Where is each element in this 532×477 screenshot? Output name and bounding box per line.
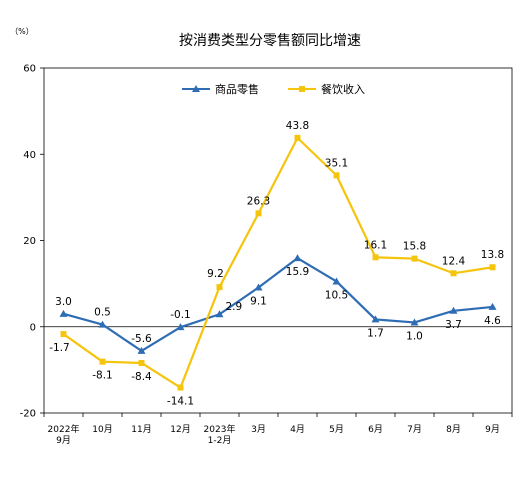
x-tick-label-line: 9月	[56, 435, 71, 446]
x-tick-label: 8月	[446, 424, 461, 435]
x-tick-label: 7月	[407, 424, 422, 435]
data-label: 0.5	[94, 307, 111, 319]
x-tick-label: 11月	[131, 424, 151, 435]
data-label: 1.7	[367, 327, 384, 339]
legend-swatch-marker	[299, 86, 305, 92]
data-point-marker	[294, 134, 301, 141]
data-label: 43.8	[286, 120, 309, 132]
series-line	[63, 257, 493, 352]
series-layer	[59, 134, 497, 391]
data-point-marker	[216, 284, 223, 291]
data-point-marker	[137, 346, 146, 354]
data-label: -5.6	[131, 333, 152, 345]
data-point-marker	[215, 310, 224, 318]
data-point-marker	[489, 264, 496, 271]
data-point-marker	[254, 283, 263, 291]
data-point-marker	[450, 270, 457, 277]
x-tick-label: 2023年 1-2月	[204, 423, 236, 446]
data-label: 15.8	[403, 241, 426, 253]
data-label: 35.1	[325, 157, 348, 169]
x-tick-label: 9月	[485, 424, 500, 435]
x-tick-label: 10月	[92, 424, 112, 435]
data-label: -8.1	[92, 370, 113, 382]
y-tick-label: 60	[23, 64, 36, 75]
data-label: -1.7	[49, 342, 70, 354]
y-tick-label: -20	[20, 409, 36, 420]
legend-swatch-marker	[192, 85, 200, 92]
x-tick-label: 12月	[170, 424, 190, 435]
data-point-marker	[293, 254, 302, 262]
data-point-marker	[59, 309, 68, 317]
x-tick-label: 2022年 9月	[48, 423, 80, 446]
data-point-marker	[177, 384, 184, 391]
series-goods-retail	[59, 254, 497, 354]
data-label: -0.1	[170, 309, 191, 321]
series-line	[62, 136, 493, 389]
x-tick-label-line: 9月	[485, 424, 500, 435]
data-point-marker	[488, 302, 497, 310]
x-tick-label-line: 3月	[251, 424, 266, 435]
data-label: 15.9	[286, 266, 309, 278]
data-point-marker	[255, 210, 262, 217]
data-label: 1.0	[406, 330, 423, 342]
data-labels-layer: 3.0 0.5 -5.6 -0.1 2.9 9.1 15.9 10.5 1.7 1.0 3.7 4.6…	[49, 120, 504, 408]
data-label: 13.8	[481, 249, 504, 261]
data-label: 3.7	[445, 319, 462, 331]
x-tick-label: 3月	[251, 424, 266, 435]
data-point-marker	[176, 323, 185, 331]
legend-label: 商品零售	[215, 82, 259, 96]
y-axis-unit-label: （%）	[10, 27, 34, 36]
data-point-marker	[60, 331, 67, 338]
x-tick-label: 5月	[329, 424, 344, 435]
chart-title: 按消费类型分零售额同比增速	[179, 33, 361, 49]
data-label: -14.1	[167, 396, 194, 408]
data-point-marker	[410, 318, 419, 326]
x-tick-label-line: 7月	[407, 424, 422, 435]
data-label: 26.3	[247, 195, 270, 207]
x-tick-label-line: 8月	[446, 424, 461, 435]
data-label: 12.4	[442, 255, 466, 267]
legend: 商品零售 餐饮收入	[182, 82, 365, 96]
y-tick-label: 0	[30, 322, 36, 333]
x-tick-label: 4月	[290, 424, 305, 435]
data-point-marker	[98, 320, 107, 328]
data-point-marker	[449, 306, 458, 314]
data-label: 4.6	[484, 315, 501, 327]
data-point-marker	[138, 359, 145, 366]
data-label: -8.4	[131, 371, 152, 383]
data-point-marker	[332, 277, 341, 285]
x-tick-label-line: 2023年	[204, 423, 236, 435]
x-tick-label-line: 1-2月	[208, 435, 232, 446]
data-label: 9.1	[250, 296, 267, 308]
legend-item-catering: 餐饮收入	[288, 82, 365, 96]
x-tick-label-line: 11月	[131, 424, 151, 435]
data-point-marker	[333, 172, 340, 179]
x-tick-label: 6月	[368, 424, 383, 435]
x-tick-label-line: 6月	[368, 424, 383, 435]
data-point-marker	[99, 358, 106, 365]
data-label: 9.2	[207, 268, 224, 280]
x-tick-label-line: 12月	[170, 424, 190, 435]
x-tick-label-line: 2022年	[48, 423, 80, 435]
data-point-marker	[372, 254, 379, 261]
data-label: 16.1	[364, 239, 387, 251]
data-point-marker	[411, 255, 418, 262]
series-catering	[60, 134, 496, 391]
y-tick-label: 40	[23, 150, 36, 161]
data-label: 10.5	[325, 289, 348, 301]
data-label: 3.0	[55, 296, 72, 308]
legend-item-goods-retail: 商品零售	[182, 82, 259, 96]
x-tick-label-line: 10月	[92, 424, 112, 435]
y-tick-label: 20	[23, 236, 36, 247]
x-tick-label-line: 4月	[290, 424, 305, 435]
x-tick-label-line: 5月	[329, 424, 344, 435]
legend-label: 餐饮收入	[321, 82, 365, 96]
data-point-marker	[371, 315, 380, 323]
data-label: 2.9	[226, 301, 243, 313]
